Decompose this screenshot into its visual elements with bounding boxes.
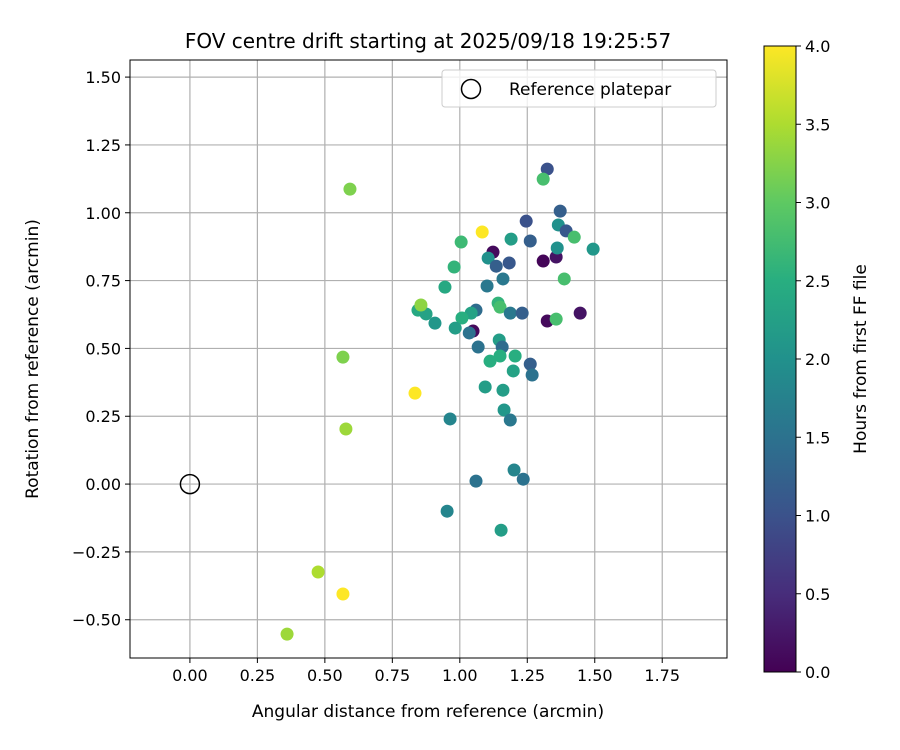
- colorbar-tick-label: 2.0: [805, 350, 830, 369]
- data-point: [525, 368, 539, 382]
- x-tick-label: 1.00: [442, 666, 478, 685]
- y-tick-label: 1.50: [85, 68, 121, 87]
- data-point: [523, 234, 537, 248]
- x-tick-label: 0.00: [172, 666, 208, 685]
- data-point: [481, 251, 495, 265]
- legend: Reference platepar: [441, 69, 717, 108]
- data-point: [504, 232, 518, 246]
- colorbar-tick-label: 3.5: [805, 115, 830, 134]
- data-point: [311, 565, 325, 579]
- y-tick-label: 0.50: [85, 339, 121, 358]
- data-point: [454, 235, 468, 249]
- data-point: [567, 230, 581, 244]
- y-tick-label: 0.00: [85, 475, 121, 494]
- data-point: [455, 311, 469, 325]
- data-point: [440, 504, 454, 518]
- legend-reference-marker: [460, 78, 482, 100]
- data-point: [483, 354, 497, 368]
- data-point: [586, 242, 600, 256]
- y-axis-label: Rotation from reference (arcmin): [23, 219, 43, 499]
- data-point: [503, 413, 517, 427]
- data-point: [475, 225, 489, 239]
- data-point: [516, 472, 530, 486]
- data-point: [428, 316, 442, 330]
- data-point: [550, 241, 564, 255]
- colorbar-tick-label: 0.5: [805, 585, 830, 604]
- data-point: [496, 383, 510, 397]
- colorbar-tick-label: 0.0: [805, 663, 830, 682]
- data-point: [447, 260, 461, 274]
- y-tick-label: −0.50: [72, 611, 121, 630]
- data-point: [494, 523, 508, 537]
- data-point: [536, 254, 550, 268]
- data-point: [438, 280, 452, 294]
- plot-frame: [129, 59, 728, 659]
- colorbar-tick-label: 2.5: [805, 272, 830, 291]
- x-tick-label: 1.25: [509, 666, 545, 685]
- data-point: [336, 587, 350, 601]
- data-point: [549, 312, 563, 326]
- data-point: [519, 214, 533, 228]
- data-point: [507, 463, 521, 477]
- data-point: [448, 321, 462, 335]
- data-point: [478, 380, 492, 394]
- data-point: [493, 300, 507, 314]
- x-axis-label: Angular distance from reference (arcmin): [252, 702, 604, 722]
- colorbar-tick-label: 3.0: [805, 194, 830, 213]
- reference-platepar-marker: [179, 473, 201, 495]
- x-tick-label: 0.25: [240, 666, 276, 685]
- legend-entry: Reference platepar: [509, 80, 671, 100]
- data-point: [515, 306, 529, 320]
- data-point: [480, 279, 494, 293]
- data-point: [503, 306, 517, 320]
- data-point: [493, 349, 507, 363]
- colorbar-tick-label: 1.5: [805, 428, 830, 447]
- data-point: [523, 357, 537, 371]
- data-point: [414, 298, 428, 312]
- colorbar-tick-label: 4.0: [805, 37, 830, 56]
- colorbar-tick-label: 1.0: [805, 507, 830, 526]
- data-point: [471, 340, 485, 354]
- data-point: [508, 349, 522, 363]
- data-point: [496, 272, 510, 286]
- data-point: [280, 627, 294, 641]
- colorbar: [763, 45, 797, 673]
- x-tick-label: 1.75: [644, 666, 680, 685]
- data-point: [536, 172, 550, 186]
- colorbar-label: Hours from first FF file: [851, 264, 871, 454]
- ticks: 0.00 0.25 0.50 0.75 1.00 1.25 1.50 1.75 −0.50 −0.…: [72, 68, 680, 685]
- data-point: [502, 256, 516, 270]
- colorbar-ticks: 0.0 0.5 1.0 1.5 2.0 2.5 3.0 3.5 4.0: [796, 37, 830, 682]
- data-point: [343, 182, 357, 196]
- chart-title: FOV centre drift starting at 2025/09/18 …: [185, 29, 671, 53]
- data-point: [408, 386, 422, 400]
- data-point: [336, 350, 350, 364]
- x-tick-label: 1.50: [577, 666, 613, 685]
- x-tick-label: 0.75: [375, 666, 411, 685]
- y-tick-label: 1.00: [85, 204, 121, 223]
- points: [179, 162, 600, 641]
- data-point: [573, 306, 587, 320]
- data-point: [506, 364, 520, 378]
- y-tick-label: 1.25: [85, 136, 121, 155]
- data-point: [469, 474, 483, 488]
- data-point: [497, 403, 511, 417]
- data-point: [540, 162, 554, 176]
- grid: [130, 60, 727, 658]
- data-point: [557, 272, 571, 286]
- data-point: [553, 204, 567, 218]
- x-tick-label: 0.50: [307, 666, 343, 685]
- y-tick-label: 0.25: [85, 407, 121, 426]
- data-point: [462, 326, 476, 340]
- data-point: [443, 412, 457, 426]
- y-tick-label: −0.25: [72, 543, 121, 562]
- data-point: [339, 422, 353, 436]
- y-tick-label: 0.75: [85, 272, 121, 291]
- data-point: [489, 259, 503, 273]
